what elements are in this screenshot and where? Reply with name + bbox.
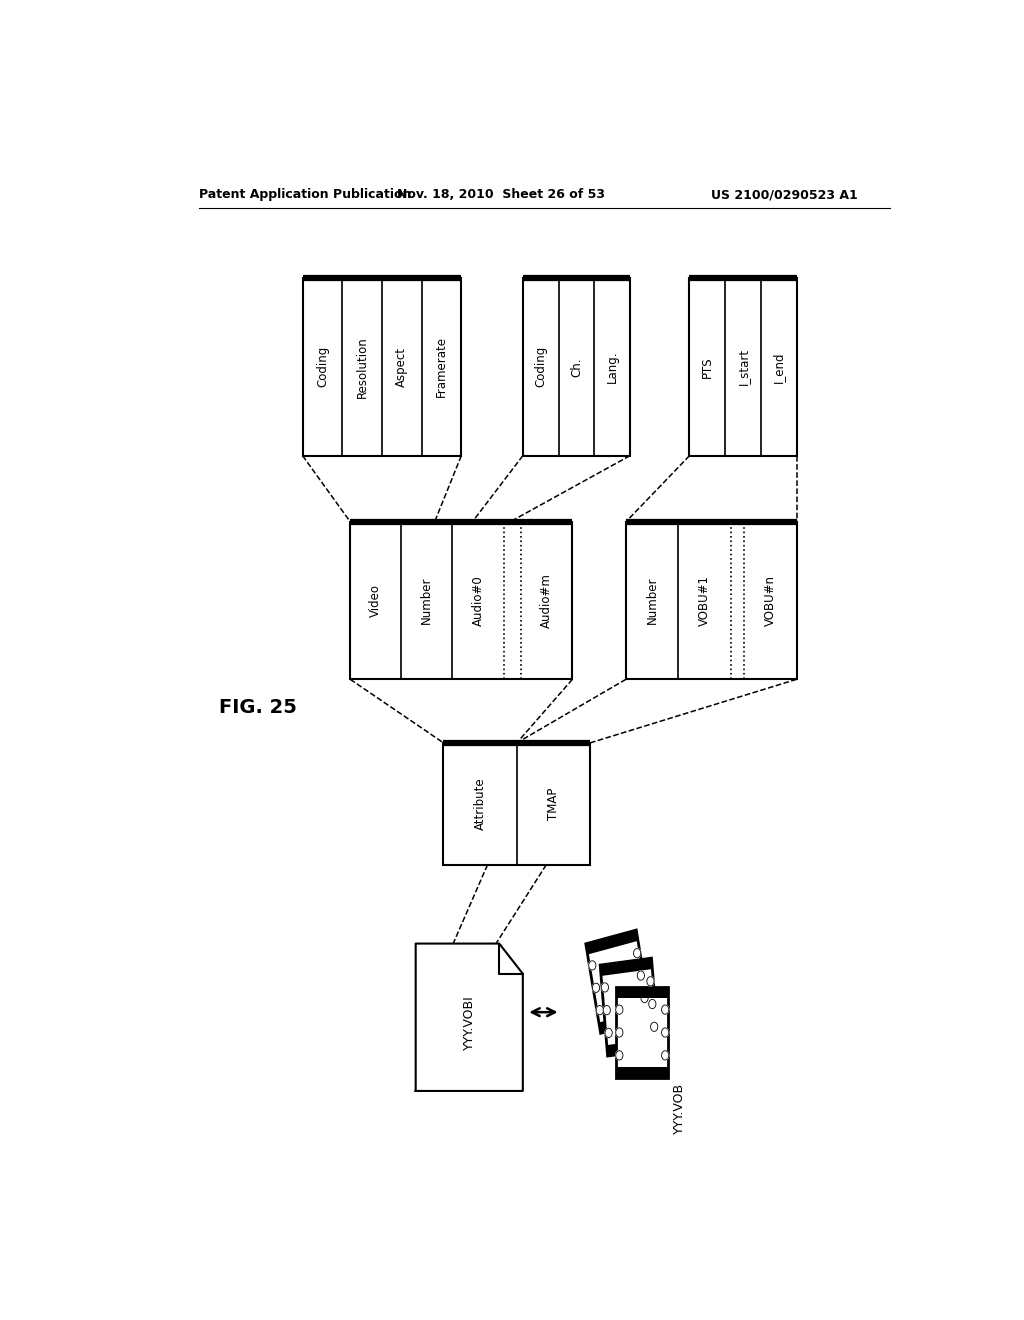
Bar <box>350 521 572 680</box>
Circle shape <box>637 972 644 981</box>
Bar <box>303 277 461 455</box>
Text: Ch.: Ch. <box>570 356 583 376</box>
Circle shape <box>615 1051 623 1060</box>
Bar <box>607 1039 658 1056</box>
Circle shape <box>662 1028 669 1038</box>
Text: Audio#m: Audio#m <box>541 573 553 628</box>
Circle shape <box>647 977 654 986</box>
Bar <box>600 958 652 975</box>
Text: US 2100/0290523 A1: US 2100/0290523 A1 <box>712 189 858 202</box>
Bar <box>586 931 638 954</box>
Circle shape <box>650 1022 657 1031</box>
Text: Number: Number <box>646 577 658 624</box>
Bar <box>626 521 797 680</box>
Circle shape <box>615 1005 623 1014</box>
Bar <box>523 277 630 455</box>
Text: VOBU#n: VOBU#n <box>764 576 777 626</box>
Text: Patent Application Publication: Patent Application Publication <box>200 189 412 202</box>
Circle shape <box>589 961 596 970</box>
Text: Resolution: Resolution <box>355 335 369 397</box>
Circle shape <box>634 949 641 958</box>
Polygon shape <box>416 944 523 1090</box>
Text: Coding: Coding <box>316 346 329 387</box>
Circle shape <box>615 1028 623 1038</box>
Text: I_start: I_start <box>736 348 750 385</box>
Bar <box>586 931 651 1034</box>
Text: Audio#0: Audio#0 <box>471 576 484 626</box>
Text: Video: Video <box>370 583 382 616</box>
Bar <box>616 987 668 1078</box>
Text: Nov. 18, 2010  Sheet 26 of 53: Nov. 18, 2010 Sheet 26 of 53 <box>397 189 605 202</box>
Circle shape <box>601 983 608 993</box>
Text: Coding: Coding <box>535 346 547 387</box>
Bar <box>616 987 668 998</box>
Text: I_end: I_end <box>772 351 785 383</box>
Bar <box>689 277 797 455</box>
Text: Lang.: Lang. <box>605 351 618 383</box>
Bar <box>599 1008 651 1034</box>
Circle shape <box>649 999 656 1008</box>
Text: Number: Number <box>421 577 433 624</box>
Circle shape <box>662 1005 669 1014</box>
Text: VOBU#1: VOBU#1 <box>698 576 711 626</box>
Circle shape <box>662 1051 669 1060</box>
Bar <box>600 958 658 1056</box>
Circle shape <box>603 1006 610 1015</box>
Bar <box>443 743 590 865</box>
Circle shape <box>593 983 600 993</box>
Text: Attribute: Attribute <box>474 777 486 830</box>
Bar <box>616 1068 668 1078</box>
Text: YYY.VOBI: YYY.VOBI <box>463 995 476 1049</box>
Text: YYY.VOB: YYY.VOB <box>673 1084 686 1134</box>
Text: Framerate: Framerate <box>435 337 447 397</box>
Text: TMAP: TMAP <box>547 788 560 820</box>
Text: PTS: PTS <box>700 356 714 378</box>
Circle shape <box>596 1006 603 1015</box>
Circle shape <box>641 994 648 1003</box>
Text: Aspect: Aspect <box>395 347 409 387</box>
Text: FIG. 25: FIG. 25 <box>219 698 297 717</box>
Circle shape <box>605 1028 612 1038</box>
